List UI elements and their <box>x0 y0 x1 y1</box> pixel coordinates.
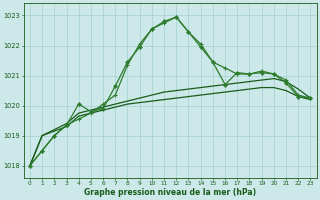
X-axis label: Graphe pression niveau de la mer (hPa): Graphe pression niveau de la mer (hPa) <box>84 188 256 197</box>
